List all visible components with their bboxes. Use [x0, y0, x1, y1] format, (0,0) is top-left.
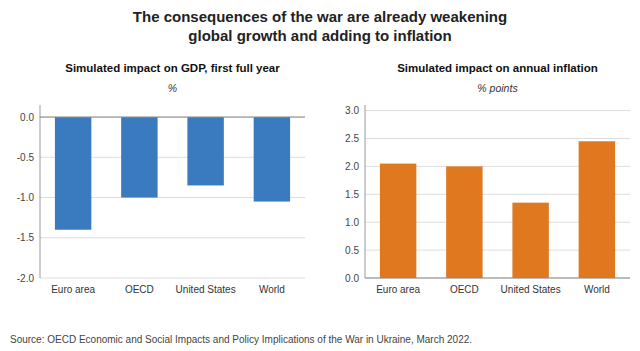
grid-line: [365, 138, 630, 139]
x-tick-label: Euro area: [376, 284, 420, 295]
panel-subtitle: % points: [477, 82, 518, 94]
main-title-line: The consequences of the war are already …: [133, 8, 507, 25]
baseline: [40, 117, 305, 118]
grid-line: [40, 278, 305, 279]
y-tick-label: 0.5: [345, 245, 359, 256]
bar: [187, 117, 223, 185]
panel: Simulated impact on GDP, first full year…: [17, 62, 305, 295]
y-axis-line: [365, 105, 366, 278]
y-tick-label: 0.0: [345, 273, 359, 284]
x-tick-label: OECD: [450, 284, 479, 295]
main-title-line: global growth and adding to inflation: [188, 27, 451, 44]
y-tick-label: 2.0: [345, 161, 359, 172]
bar: [446, 166, 482, 278]
y-tick-label: -0.5: [17, 152, 35, 163]
grid-line: [40, 237, 305, 238]
grid-line: [365, 278, 630, 279]
y-axis-line: [40, 105, 41, 278]
panel-title: Simulated impact on GDP, first full year: [65, 62, 280, 74]
bars: [380, 141, 615, 278]
y-tick-label: 1.5: [345, 189, 359, 200]
bar: [512, 203, 548, 278]
y-tick-label: -2.0: [17, 273, 35, 284]
main-title: The consequences of the war are already …: [133, 8, 507, 44]
bar: [579, 141, 615, 278]
y-tick-label: -1.5: [17, 232, 35, 243]
source-note: Source: OECD Economic and Social Impacts…: [10, 334, 472, 345]
grid-line: [365, 110, 630, 111]
x-tick-label: World: [584, 284, 610, 295]
y-tick-label: 2.5: [345, 133, 359, 144]
y-tick-label: 0.0: [20, 112, 34, 123]
chart-canvas: The consequences of the war are already …: [0, 0, 640, 351]
x-tick-label: United States: [501, 284, 561, 295]
y-tick-label: 1.0: [345, 217, 359, 228]
x-tick-label: OECD: [125, 284, 154, 295]
x-tick-label: Euro area: [51, 284, 95, 295]
panel: Simulated impact on annual inflation % po…: [345, 62, 630, 295]
x-tick-label: World: [259, 284, 285, 295]
bars: [55, 117, 290, 230]
baseline: [365, 278, 630, 279]
y-tick-label: 3.0: [345, 105, 359, 116]
panel-subtitle: %: [168, 82, 177, 94]
bar: [55, 117, 91, 230]
bar: [121, 117, 157, 197]
y-tick-label: -1.0: [17, 192, 35, 203]
x-tick-label: United States: [176, 284, 236, 295]
grid-line: [40, 117, 305, 118]
panel-title: Simulated impact on annual inflation: [397, 62, 598, 74]
bar: [380, 164, 416, 278]
bar: [254, 117, 290, 201]
